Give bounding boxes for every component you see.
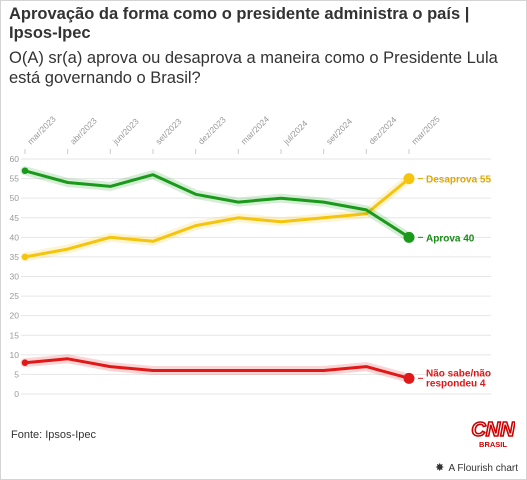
chart-subtitle: O(A) sr(a) aprova ou desaprova a maneira… — [9, 49, 498, 87]
cnn-logo-subtext: BRASIL — [479, 440, 507, 449]
y-tick-label: 50 — [10, 193, 20, 203]
y-tick-label: 20 — [10, 311, 20, 321]
x-tick-label: mar/2024 — [239, 114, 272, 147]
series-end-point — [403, 372, 415, 384]
x-tick-label: jul/2024 — [281, 118, 310, 147]
series-end-point — [403, 173, 415, 185]
y-tick-label: 25 — [10, 291, 20, 301]
x-tick-label: set/2024 — [324, 116, 354, 146]
y-tick-label: 30 — [10, 272, 20, 282]
cnn-logo: CNN BRASIL — [471, 418, 515, 449]
series-start-point — [21, 253, 29, 261]
cnn-logo-text: CNN — [471, 419, 515, 441]
flourish-credit[interactable]: ✸ A Flourish chart — [435, 461, 518, 474]
x-tick-label: set/2023 — [153, 116, 183, 146]
series-line — [23, 177, 411, 259]
series-end-point — [403, 231, 415, 243]
y-tick-label: 45 — [10, 213, 20, 223]
chart-title: Aprovação da forma como o presidente adm… — [9, 5, 470, 42]
y-tick-label: 40 — [10, 232, 20, 242]
x-tick-label: jun/2023 — [110, 116, 141, 147]
series-start-point — [21, 359, 29, 366]
x-tick-label: dez/2024 — [367, 114, 399, 146]
series-end-label: Aprova 40 — [426, 233, 475, 244]
series-glow — [20, 166, 414, 242]
y-tick-label: 0 — [14, 389, 19, 399]
y-tick-label: 10 — [10, 350, 20, 360]
series-end-label: Não sabe/não — [426, 368, 491, 379]
x-tick-label: dez/2023 — [196, 114, 228, 146]
series-start-point — [21, 167, 29, 175]
x-tick-label: mar/2025 — [409, 114, 442, 147]
x-tick-label: abr/2023 — [68, 115, 99, 146]
series-end-label: respondeu 4 — [426, 378, 486, 389]
y-tick-label: 35 — [10, 252, 20, 262]
series-end-label: Desaprova 55 — [426, 175, 491, 186]
x-tick-label: mar/2023 — [25, 114, 58, 147]
flourish-credit-label: A Flourish chart — [448, 463, 518, 474]
y-tick-label: 60 — [10, 154, 20, 164]
series-line — [23, 357, 411, 380]
y-tick-label: 5 — [14, 369, 19, 379]
source-note: Fonte: Ipsos-Ipec — [11, 429, 96, 441]
flourish-icon: ✸ — [435, 462, 445, 474]
series-line — [23, 169, 411, 239]
y-tick-label: 55 — [10, 174, 20, 184]
y-tick-label: 15 — [10, 330, 20, 340]
